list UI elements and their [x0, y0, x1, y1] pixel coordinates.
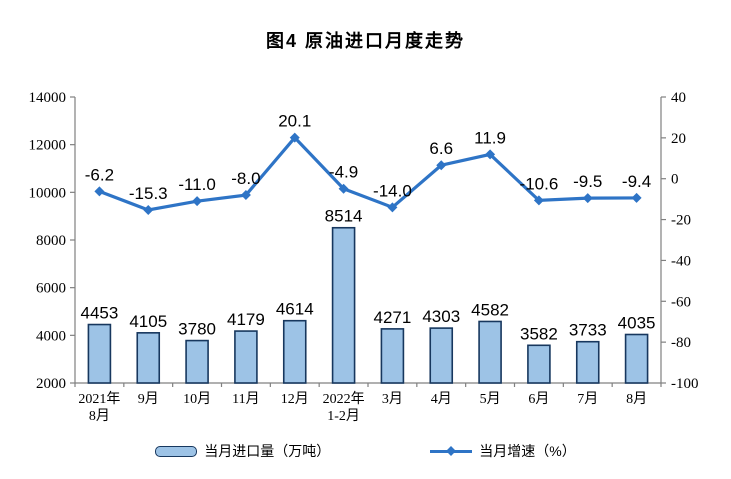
- growth-value-label: -9.5: [573, 172, 602, 191]
- x-axis-label: 9月: [138, 391, 159, 407]
- left-axis-tick-label: 8000: [36, 233, 66, 249]
- legend-item-growth-rate: 当月增速（%）: [430, 441, 576, 461]
- growth-value-label: 11.9: [474, 128, 506, 147]
- chart-legend: 当月进口量（万吨） 当月增速（%）: [0, 441, 731, 461]
- chart-title: 图4 原油进口月度走势: [265, 31, 465, 51]
- right-axis-tick-label: 20: [671, 131, 686, 147]
- growth-value-label: -14.0: [373, 181, 412, 200]
- legend-label-growth-rate: 当月增速（%）: [479, 443, 576, 459]
- growth-value-label: 20.1: [278, 112, 311, 131]
- growth-value-label: -10.6: [520, 174, 559, 193]
- right-axis-tick-label: -40: [671, 253, 691, 269]
- bar: [380, 328, 405, 384]
- left-axis-tick-label: 4000: [36, 328, 66, 344]
- bar: [624, 333, 649, 384]
- x-axis-label: 4月: [431, 391, 452, 407]
- bar-value-label: 3780: [178, 320, 216, 339]
- line-marker: [338, 183, 349, 194]
- x-axis-label: 11月: [232, 391, 259, 407]
- right-axis-tick-label: 40: [671, 90, 686, 106]
- left-axis-tick-label: 10000: [29, 185, 67, 201]
- x-axis-label: 1-2月: [327, 408, 360, 424]
- line-swatch-icon: [430, 446, 473, 456]
- bar: [478, 320, 502, 384]
- bar: [136, 332, 161, 384]
- line-marker: [582, 193, 593, 204]
- line-marker: [94, 186, 105, 197]
- right-axis-tick-label: -60: [671, 294, 691, 310]
- x-axis-label: 8月: [89, 408, 110, 424]
- x-axis-label: 8月: [626, 391, 647, 407]
- line-marker: [143, 204, 154, 215]
- bar-value-label: 8514: [325, 207, 363, 226]
- x-axis-label: 10月: [183, 391, 211, 407]
- line-marker: [289, 132, 300, 143]
- bar-value-label: 3582: [520, 324, 558, 343]
- right-axis-tick-label: -100: [671, 376, 699, 392]
- line-marker: [192, 196, 203, 207]
- line-marker: [240, 190, 251, 201]
- right-axis-tick-label: -20: [671, 213, 691, 229]
- x-axis-label: 2021年: [78, 391, 120, 407]
- growth-value-label: -8.0: [231, 169, 260, 188]
- bar-value-label: 4453: [81, 304, 119, 323]
- bar-swatch-icon: [155, 445, 198, 457]
- line-marker: [631, 192, 642, 203]
- growth-value-label: -9.4: [622, 172, 651, 191]
- growth-value-label: 6.6: [429, 139, 453, 158]
- bar-value-label: 3733: [569, 321, 607, 340]
- line-marker: [533, 195, 544, 206]
- x-axis-label: 3月: [382, 391, 403, 407]
- x-axis-label: 7月: [577, 391, 598, 407]
- bar-value-label: 4179: [227, 310, 265, 329]
- bar-value-label: 4271: [374, 308, 412, 327]
- x-axis-label: 6月: [528, 391, 549, 407]
- bar: [282, 319, 307, 384]
- growth-value-label: -4.9: [329, 163, 358, 182]
- bar: [575, 340, 600, 384]
- x-axis-label: 5月: [480, 391, 501, 407]
- left-axis-tick-label: 14000: [29, 90, 67, 106]
- x-axis-label: 12月: [281, 391, 309, 407]
- bar-value-label: 4035: [618, 313, 656, 332]
- bar: [331, 226, 356, 384]
- bar-value-label: 4303: [422, 307, 460, 326]
- line-marker: [436, 160, 447, 171]
- bar: [527, 344, 551, 384]
- legend-label-import-volume: 当月进口量（万吨）: [204, 443, 331, 459]
- growth-value-label: -11.0: [178, 175, 216, 194]
- bar-value-label: 4614: [276, 300, 314, 319]
- bar-value-label: 4105: [129, 312, 167, 331]
- left-axis-tick-label: 2000: [36, 376, 66, 392]
- growth-value-label: -6.2: [85, 165, 114, 184]
- x-axis-label: 2022年: [323, 391, 365, 407]
- right-axis-tick-label: 0: [671, 172, 679, 188]
- bar: [234, 330, 258, 384]
- growth-line: [98, 135, 637, 212]
- right-axis-tick-label: -80: [671, 335, 691, 351]
- line-marker: [387, 202, 398, 213]
- bar: [87, 323, 112, 384]
- left-axis-tick-label: 6000: [36, 281, 66, 297]
- line-marker: [485, 149, 496, 160]
- bar: [185, 339, 209, 384]
- bar-value-label: 4582: [471, 300, 509, 319]
- growth-value-label: -15.3: [129, 184, 168, 203]
- left-axis-tick-label: 12000: [29, 138, 67, 154]
- legend-item-import-volume: 当月进口量（万吨）: [155, 441, 330, 461]
- bar: [429, 327, 454, 384]
